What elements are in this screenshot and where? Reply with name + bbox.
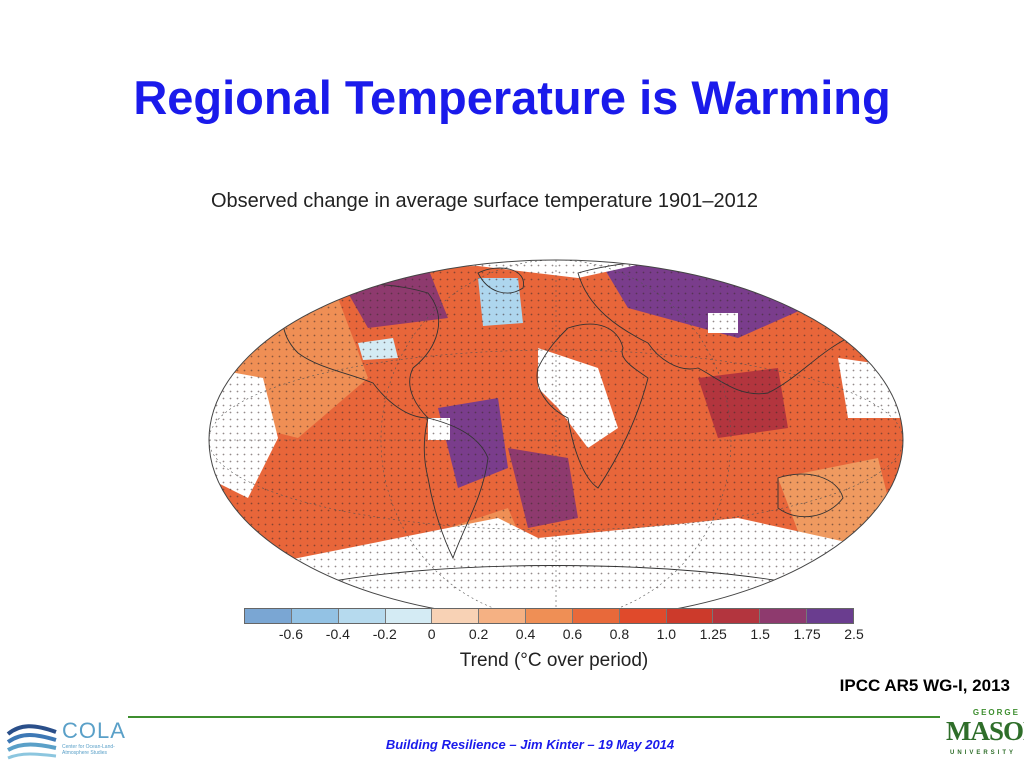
scale-swatch [245,609,292,623]
scale-tick-label: 0 [427,626,436,642]
scale-swatch [385,609,433,623]
footer-text: Building Resilience – Jim Kinter – 19 Ma… [385,737,675,752]
gmu-logo-main: MASON [946,716,1024,746]
color-scale-bar [244,608,854,624]
footer-divider [128,716,940,718]
world-map [208,259,904,621]
scale-tick-label: 1.75 [793,626,821,642]
cola-logo: COLA Center for Ocean-Land-Atmosphere St… [4,716,128,764]
scale-swatch [479,609,527,623]
scale-tick-label: -0.2 [372,626,397,642]
scale-swatch [526,609,573,623]
scale-swatch [666,609,714,623]
color-scale-label: Trend (°C over period) [459,650,649,671]
scale-tick-label: 1.25 [699,626,727,642]
scale-tick-label: -0.6 [278,626,303,642]
scale-tick-label: 2.5 [844,626,864,642]
scale-tick-label: 0.6 [562,626,583,642]
cola-wave-icon [6,724,57,760]
scale-swatch [291,609,339,623]
scale-tick-label: 0.8 [609,626,630,642]
gmu-logo-sub: UNIVERSITY [950,750,1017,756]
map-body [209,260,903,620]
scale-swatch [807,609,853,623]
cola-name: COLA [62,718,126,743]
scale-swatch [572,609,620,623]
scale-swatch [713,609,761,623]
gmu-logo-top: GEORGE [972,708,1020,717]
slide-title: Regional Temperature is Warming [133,71,891,124]
scale-swatch [760,609,808,623]
scale-tick-label: 1.5 [750,626,770,642]
temperature-map-figure: Observed change in average surface tempe… [178,178,930,680]
scale-swatch [432,609,480,623]
scale-tick-label: -0.4 [325,626,350,642]
graticule [209,260,903,620]
scale-swatch [619,609,667,623]
scale-tick-label: 1.0 [656,626,677,642]
figure-title: Observed change in average surface tempe… [211,190,759,212]
scale-swatch [338,609,386,623]
gmu-logo: GEORGE MASON UNIVERSITY [936,706,1024,766]
cola-subtitle: Center for Ocean-Land-Atmosphere Studies [62,744,115,756]
citation: IPCC AR5 WG-I, 2013 [839,676,1010,695]
scale-tick-label: 0.4 [515,626,536,642]
scale-tick-label: 0.2 [468,626,489,642]
significance-stippling [209,263,903,593]
